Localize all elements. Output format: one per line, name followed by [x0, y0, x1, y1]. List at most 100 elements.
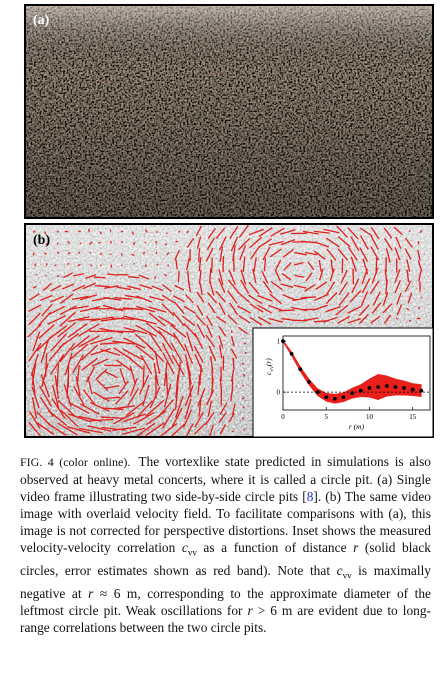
velocity-vector — [359, 247, 369, 262]
velocity-vector — [209, 280, 215, 296]
velocity-vector — [184, 343, 194, 365]
velocity-vector — [158, 315, 176, 328]
velocity-vector — [99, 264, 102, 267]
velocity-vector — [135, 345, 155, 361]
velocity-vector — [248, 294, 263, 305]
velocity-vector — [58, 332, 80, 349]
velocity-vector — [218, 269, 224, 285]
velocity-vector — [30, 353, 39, 376]
velocity-vector — [219, 402, 228, 415]
velocity-vector — [80, 294, 98, 301]
velocity-vector — [417, 260, 423, 272]
velocity-vector — [230, 369, 235, 382]
velocity-vector — [318, 260, 322, 272]
math: r — [88, 586, 94, 601]
velocity-vector — [63, 272, 73, 279]
velocity-vector — [82, 389, 96, 406]
velocity-vector — [129, 366, 137, 385]
velocity-vector — [91, 358, 109, 367]
velocity-vector — [229, 302, 239, 316]
velocity-vector — [302, 230, 319, 235]
velocity-vector — [99, 231, 103, 235]
velocity-vector — [116, 286, 132, 291]
velocity-vector — [195, 225, 202, 237]
velocity-vector — [47, 315, 67, 325]
velocity-vector — [47, 410, 68, 426]
math: c — [181, 540, 188, 556]
velocity-vector — [77, 318, 101, 321]
velocity-vector — [347, 318, 361, 324]
velocity-vector — [57, 275, 60, 278]
velocity-vector — [51, 398, 66, 419]
velocity-vector — [370, 315, 381, 324]
velocity-vector — [157, 326, 177, 339]
velocity-vector — [174, 249, 181, 260]
velocity-vector — [40, 374, 50, 398]
velocity-vector — [242, 256, 246, 273]
velocity-vector — [162, 294, 175, 304]
velocity-vector — [238, 326, 248, 335]
velocity-vector — [205, 247, 214, 262]
velocity-vector — [274, 270, 281, 282]
y-axis-label: cvv(r) — [264, 358, 275, 375]
velocity-vector — [56, 230, 60, 233]
velocity-vector — [57, 422, 78, 436]
velocity-vector — [31, 386, 40, 409]
velocity-vector — [79, 403, 100, 415]
velocity-vector — [102, 407, 124, 411]
velocity-vector — [85, 366, 96, 383]
velocity-vector — [67, 316, 90, 323]
data-point — [384, 384, 389, 388]
velocity-vector — [236, 305, 251, 314]
velocity-vector — [350, 236, 360, 252]
velocity-vector — [45, 242, 49, 246]
velocity-vector — [81, 344, 99, 361]
data-point — [410, 387, 415, 392]
velocity-vector — [41, 363, 49, 387]
velocity-vector — [67, 323, 88, 338]
velocity-vector — [29, 293, 40, 301]
velocity-vector — [122, 348, 143, 361]
velocity-vector — [358, 314, 369, 325]
velocity-vector — [184, 385, 194, 407]
velocity-vector — [199, 364, 202, 386]
velocity-vector — [100, 348, 121, 356]
velocity-vector — [144, 264, 147, 268]
velocity-vector — [172, 332, 186, 352]
velocity-vector — [135, 422, 156, 437]
velocity-vector — [314, 241, 330, 248]
velocity-vector — [241, 397, 245, 400]
velocity-vector — [134, 317, 157, 325]
velocity-vector — [407, 292, 413, 304]
velocity-vector — [197, 388, 206, 407]
velocity-vector — [371, 302, 382, 314]
velocity-vector — [325, 237, 340, 248]
velocity-vector — [313, 250, 326, 260]
caption-text: ≈ 6 m, corresponding to the approximate … — [20, 586, 431, 619]
velocity-vector — [93, 276, 106, 279]
velocity-vector — [312, 304, 328, 311]
velocity-vector — [60, 409, 79, 428]
velocity-vector — [111, 330, 136, 333]
velocity-vector — [280, 239, 296, 246]
velocity-vector — [258, 238, 273, 248]
velocity-vector — [196, 323, 205, 339]
velocity-vector — [96, 379, 109, 392]
velocity-vector — [337, 248, 349, 261]
velocity-vector — [326, 248, 337, 261]
velocity-vector — [102, 304, 124, 312]
velocity-vector — [239, 245, 247, 261]
reference-link[interactable]: 8 — [306, 489, 314, 505]
velocity-vector — [90, 316, 114, 322]
velocity-vector — [159, 423, 178, 437]
velocity-vector — [193, 345, 204, 363]
velocity-vector — [370, 227, 380, 240]
velocity-vector — [78, 230, 82, 233]
velocity-vector — [57, 322, 77, 338]
velocity-vector — [282, 294, 297, 301]
velocity-vector — [393, 226, 403, 236]
velocity-vector — [210, 257, 213, 273]
velocity-vector — [131, 231, 135, 235]
velocity-vector — [72, 284, 86, 292]
velocity-vector — [124, 294, 142, 299]
